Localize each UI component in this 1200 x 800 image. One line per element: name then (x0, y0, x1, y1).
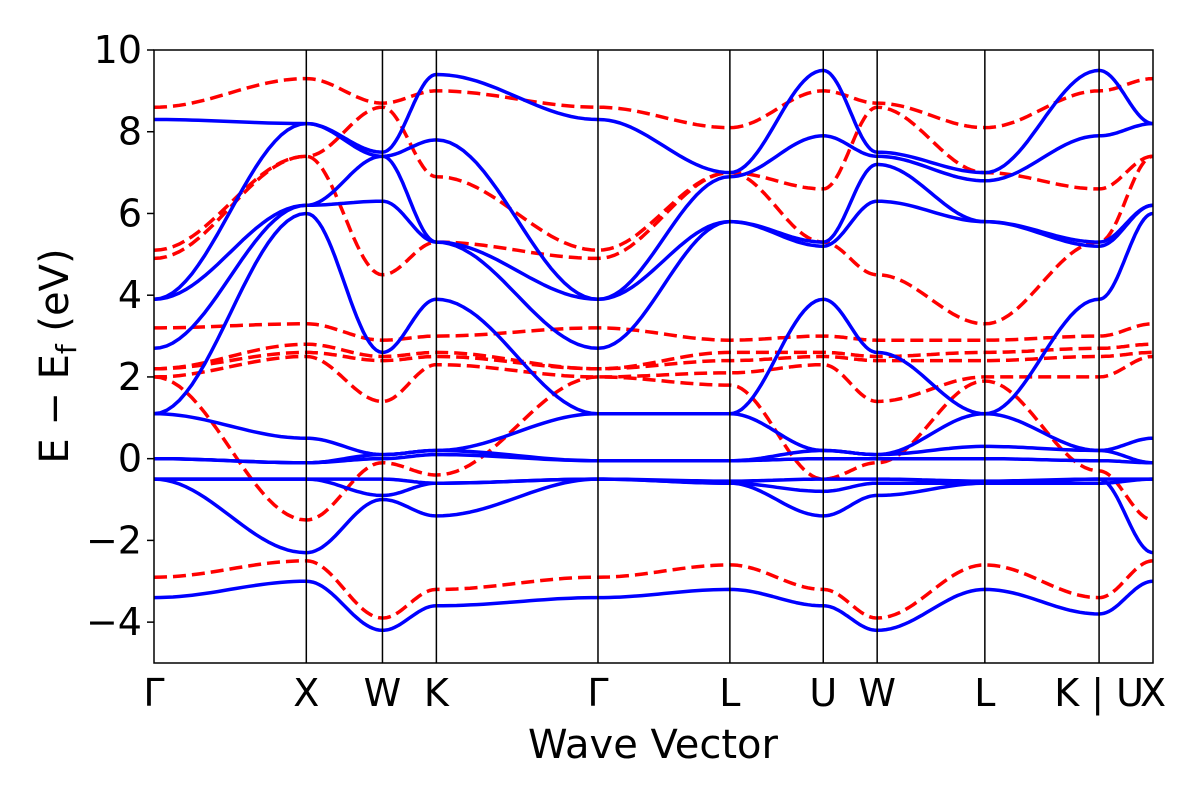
x-tick-label: W (858, 671, 896, 715)
x-tick-label: Γ (143, 671, 164, 715)
dashed-bands-group (154, 76, 1153, 620)
solid-band-line (154, 211, 1153, 416)
dashed-band-line (154, 322, 1153, 342)
x-tick-label: K | U (1054, 671, 1144, 716)
dashed-band-line (154, 354, 1153, 404)
y-tick-label: 2 (118, 355, 142, 399)
y-tick-label: −2 (86, 518, 142, 562)
dashed-band-line (154, 375, 1153, 522)
x-tick-label: L (974, 671, 995, 715)
x-tick-label: X (293, 671, 319, 715)
x-tick-label: K (424, 671, 450, 715)
y-axis-label: E − Ef (eV) (32, 248, 83, 463)
dashed-band-line (154, 350, 1153, 371)
y-axis-ticks: −4 −2 0 2 4 6 8 10 (86, 28, 154, 644)
solid-band-line (154, 477, 1153, 555)
x-tick-label: X (1140, 671, 1166, 715)
plot-frame (153, 49, 1154, 664)
solid-bands-group (154, 68, 1153, 633)
x-tick-label: U (809, 671, 837, 715)
y-tick-label: 6 (118, 191, 142, 235)
solid-band-line (154, 477, 1153, 485)
y-tick-label: 8 (118, 110, 142, 154)
x-tick-label: L (719, 671, 740, 715)
x-tick-label: W (364, 671, 402, 715)
solid-band-line (154, 121, 1153, 302)
dashed-band-line (154, 76, 1153, 130)
x-axis-label: Wave Vector (528, 722, 779, 768)
solid-band-line (154, 411, 1153, 457)
solid-band-line (154, 579, 1153, 633)
y-tick-label: 4 (118, 273, 142, 317)
kpoint-lines-group (305, 50, 1100, 663)
y-tick-label: 10 (94, 28, 142, 72)
y-tick-label: 0 (118, 437, 142, 481)
x-tick-label: Γ (587, 671, 608, 715)
y-tick-label: −4 (86, 600, 142, 644)
